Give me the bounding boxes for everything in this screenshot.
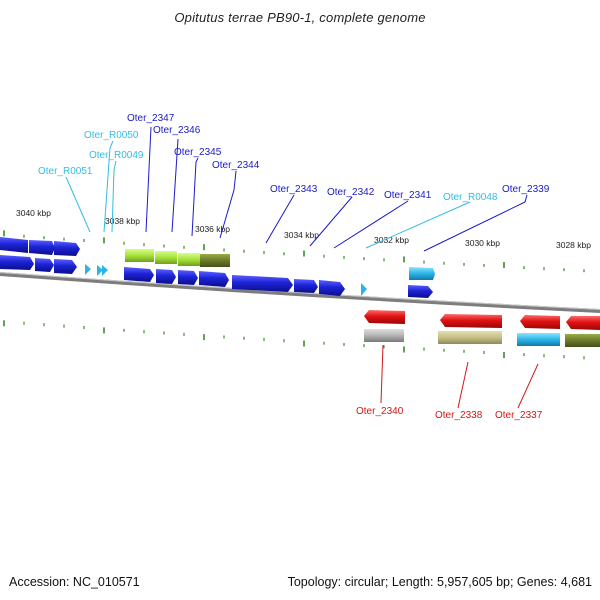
genome-backbone-highlight (0, 272, 600, 310)
rna-marker[interactable] (85, 264, 91, 275)
feature-lightgreen[interactable] (155, 251, 177, 264)
gene-arrow[interactable] (54, 241, 80, 256)
rna-marker[interactable] (361, 283, 367, 296)
callout-lines (65, 126, 539, 409)
genome-backbone (0, 272, 600, 313)
gene-label[interactable]: Oter_R0049 (89, 150, 144, 161)
forward-feature-track-upper (0, 237, 435, 280)
gene-arrow[interactable] (408, 285, 433, 298)
scale-label: 3036 kbp (195, 224, 230, 234)
feature-olive[interactable] (200, 254, 230, 267)
gene-arrow[interactable] (0, 255, 34, 270)
callout-oter-2341 (333, 200, 409, 249)
scale-label: 3034 kbp (284, 230, 319, 240)
gene-label[interactable]: Oter_R0051 (38, 166, 93, 177)
gene-arrow[interactable] (178, 270, 198, 285)
scale-labels: 3040 kbp 3038 kbp 3036 kbp 3034 kbp 3032 kbp… (16, 208, 591, 250)
rna-feature[interactable] (517, 333, 560, 346)
gene-arrow[interactable] (35, 258, 54, 272)
gene-arrow-reverse[interactable] (364, 310, 405, 324)
callout-oter-r0051 (65, 176, 91, 233)
callout-oter-r0049 (111, 160, 117, 233)
gene-arrow[interactable] (199, 271, 229, 287)
gene-label[interactable]: Oter_2341 (384, 190, 432, 201)
gene-arrow[interactable] (124, 267, 154, 282)
feature-lightgreen[interactable] (178, 253, 200, 266)
gene-labels: Oter_2347 Oter_R0050 Oter_2346 Oter_R0049 Ot… (38, 113, 550, 421)
scale-label: 3038 kbp (105, 216, 140, 226)
gene-arrow[interactable] (294, 279, 318, 293)
callout-oter-2344 (219, 170, 237, 239)
gene-arrow[interactable] (54, 259, 77, 274)
gene-arrow-reverse[interactable] (440, 314, 502, 328)
rna-marker[interactable] (97, 265, 103, 276)
callout-oter-2340 (380, 344, 384, 404)
scale-label: 3030 kbp (465, 238, 500, 248)
forward-gene-track (0, 255, 433, 298)
callout-oter-2343 (265, 194, 295, 244)
callout-oter-2347 (145, 126, 152, 233)
gene-arrow[interactable] (319, 280, 345, 296)
map-title: Opitutus terrae PB90-1, complete genome (174, 10, 426, 25)
scale-label: 3032 kbp (374, 235, 409, 245)
genome-summary-text: Topology: circular; Length: 5,957,605 bp… (287, 575, 592, 589)
feature-grey[interactable] (364, 329, 404, 342)
gene-label[interactable]: Oter_2340 (356, 406, 404, 417)
gene-arrow[interactable] (29, 240, 55, 255)
feature-khaki[interactable] (438, 331, 502, 344)
callout-oter-2339 (423, 194, 528, 252)
reverse-gene-track (364, 310, 600, 347)
accession-text: Accession: NC_010571 (9, 575, 140, 589)
scale-ticks (3, 230, 585, 360)
callout-oter-r0048 (365, 201, 471, 249)
gene-label[interactable]: Oter_R0050 (84, 130, 139, 141)
gene-label[interactable]: Oter_2338 (435, 410, 483, 421)
gene-arrow-reverse[interactable] (520, 315, 560, 329)
gene-label[interactable]: Oter_2343 (270, 184, 318, 195)
rna-arrow[interactable] (409, 267, 435, 280)
gene-arrow-reverse[interactable] (566, 316, 600, 330)
gene-label[interactable]: Oter_2339 (502, 184, 550, 195)
callout-oter-2342 (309, 196, 353, 247)
feature-olive[interactable] (565, 334, 600, 347)
callout-oter-2338 (457, 361, 469, 409)
scale-label: 3040 kbp (16, 208, 51, 218)
scale-label: 3028 kbp (556, 240, 591, 250)
gene-arrow[interactable] (0, 237, 28, 253)
gene-label[interactable]: Oter_2345 (174, 147, 222, 158)
callout-oter-2346 (171, 138, 179, 233)
rna-marker[interactable] (102, 265, 108, 276)
gene-label[interactable]: Oter_2337 (495, 410, 543, 421)
gene-arrow[interactable] (232, 275, 293, 292)
gene-arrow[interactable] (156, 269, 176, 284)
callout-oter-2337 (517, 363, 539, 409)
feature-lightgreen[interactable] (125, 249, 154, 262)
gene-label[interactable]: Oter_2344 (212, 160, 260, 171)
gene-label[interactable]: Oter_2346 (153, 125, 201, 136)
gene-label[interactable]: Oter_2347 (127, 113, 175, 124)
callout-oter-r0050 (103, 140, 114, 233)
gene-label[interactable]: Oter_2342 (327, 187, 375, 198)
callout-oter-2345 (191, 157, 199, 237)
gene-label[interactable]: Oter_R0048 (443, 192, 498, 203)
